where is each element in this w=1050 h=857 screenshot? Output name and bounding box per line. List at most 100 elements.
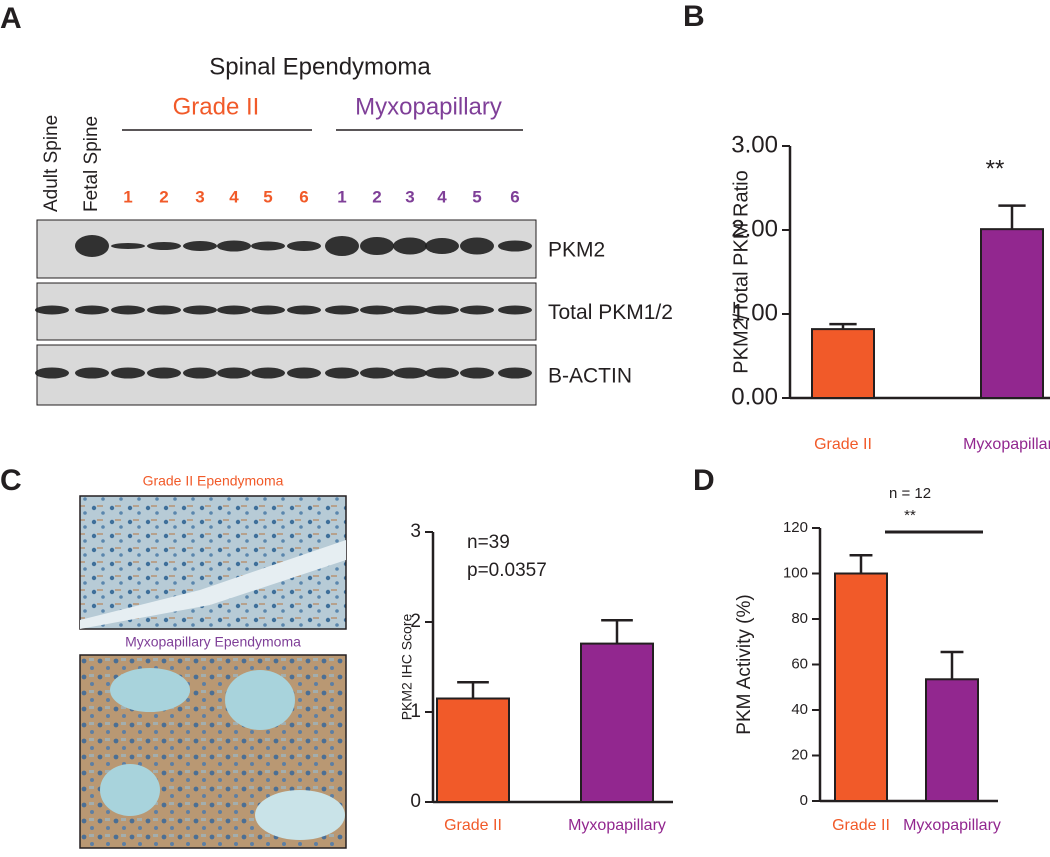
image-caption: Grade II Ependymoma	[143, 473, 284, 489]
bar-chart: 0 20 40 60 80 100 120 PKM Activity (%) Grade II M…	[734, 485, 1001, 834]
blot-band	[460, 367, 494, 379]
lane-number: 3	[195, 187, 204, 206]
x-tick-label: Myxopapillary	[963, 436, 1050, 453]
blot-band	[425, 367, 459, 379]
tissue-gap	[100, 764, 160, 816]
blot-title: Spinal Ependymoma	[209, 53, 431, 80]
blot-band	[498, 367, 532, 379]
tissue-gap	[80, 540, 346, 629]
bar-chart: 0.00 1.00 2.00 3.00 PKM2/Total PKM Ratio Grad…	[730, 131, 1050, 453]
panel-letter: C	[0, 464, 22, 497]
y-tick-label: 120	[783, 519, 808, 536]
panel-letter: A	[0, 2, 22, 35]
blot-band	[251, 305, 285, 315]
blot-band	[217, 367, 251, 379]
group-label: Grade II	[173, 93, 260, 120]
y-tick-label: 20	[791, 746, 808, 763]
blot-band	[325, 305, 359, 315]
blot-band	[251, 241, 285, 251]
bar	[834, 572, 888, 802]
lane-number: 4	[229, 187, 239, 206]
blot-band	[183, 305, 217, 315]
blot-band	[460, 305, 494, 315]
blot-band	[360, 237, 394, 255]
bar	[980, 228, 1044, 399]
blot-band	[217, 305, 251, 315]
panel-letter: D	[693, 464, 715, 497]
y-tick-label: 100	[783, 564, 808, 581]
y-tick-label: 0	[800, 792, 808, 809]
row-label: B-ACTIN	[548, 365, 632, 388]
y-tick-label: 40	[791, 701, 808, 718]
y-tick-label: 1.00	[731, 299, 778, 326]
blot-band	[498, 305, 532, 315]
blot-band	[460, 237, 494, 255]
blot-band	[75, 235, 109, 257]
blot-band	[360, 367, 394, 379]
western-blot: Spinal Ependymoma Adult Spine Fetal Spine G…	[35, 53, 673, 406]
lane-number: 6	[510, 187, 519, 206]
blot-band	[217, 240, 251, 252]
blot-band	[287, 367, 321, 379]
blot-band	[251, 367, 285, 379]
bar	[436, 697, 510, 803]
blot-band	[183, 241, 217, 251]
bar	[925, 678, 979, 802]
y-tick-label: 3	[410, 521, 421, 542]
y-tick-label: 0	[410, 791, 421, 812]
blot-band	[393, 305, 427, 315]
y-tick-label: 2.00	[731, 215, 778, 242]
tissue-gap	[110, 668, 190, 712]
lane-number: 2	[372, 187, 381, 206]
blot-band	[35, 305, 69, 315]
y-tick-label: 0.00	[731, 383, 778, 410]
blot-band	[287, 305, 321, 315]
blot-band	[75, 367, 109, 379]
blot-band	[147, 367, 181, 379]
annotation: **	[986, 155, 1005, 182]
y-axis-label: PKM Activity (%)	[734, 594, 755, 734]
y-tick-label: 3.00	[731, 131, 778, 158]
lane-label: Fetal Spine	[81, 116, 102, 212]
lane-number: 1	[123, 187, 132, 206]
row-label: PKM2	[548, 239, 605, 262]
y-tick-label: 2	[410, 611, 421, 632]
lane-number: 3	[405, 187, 414, 206]
panel-letter: B	[683, 0, 705, 33]
y-tick-label: 80	[791, 610, 808, 627]
blot-band	[147, 242, 181, 250]
blot-band	[393, 237, 427, 255]
y-axis-label: PKM2/Total PKM Ratio	[730, 170, 752, 373]
blot-band	[111, 243, 145, 249]
blot-band	[360, 305, 394, 315]
tissue-gap	[225, 670, 295, 730]
blot-band	[287, 241, 321, 251]
bar	[811, 328, 875, 399]
x-tick-label: Grade II	[444, 817, 502, 834]
lane-number: 5	[263, 187, 272, 206]
annotation: n = 12	[889, 485, 931, 502]
x-tick-label: Grade II	[832, 817, 890, 834]
lane-number: 2	[159, 187, 168, 206]
y-axis-label: PKM2 IHC Score	[399, 613, 415, 720]
blot-band	[325, 367, 359, 379]
blot-band	[498, 240, 532, 252]
blot-band	[425, 238, 459, 254]
blot-band	[111, 305, 145, 315]
x-tick-label: Myxopapillary	[568, 817, 666, 834]
x-tick-label: Myxopapillary	[903, 817, 1001, 834]
annotation: **	[904, 507, 916, 524]
blot-band	[183, 367, 217, 379]
blot-membrane	[36, 344, 537, 406]
y-tick-label: 60	[791, 655, 808, 672]
blot-band	[425, 305, 459, 315]
image-caption: Myxopapillary Ependymoma	[125, 634, 301, 650]
annotation: p=0.0357	[467, 560, 547, 581]
ihc-images: Grade II Ependymoma Myxopapillary Ependym…	[79, 473, 347, 849]
bar-chart: 0 1 2 3 PKM2 IHC Score Grade II Myxopapillary n…	[399, 521, 673, 834]
blot-band	[147, 305, 181, 315]
blot-band	[393, 367, 427, 379]
row-label: Total PKM1/2	[548, 301, 673, 324]
annotation: n=39	[467, 532, 510, 553]
